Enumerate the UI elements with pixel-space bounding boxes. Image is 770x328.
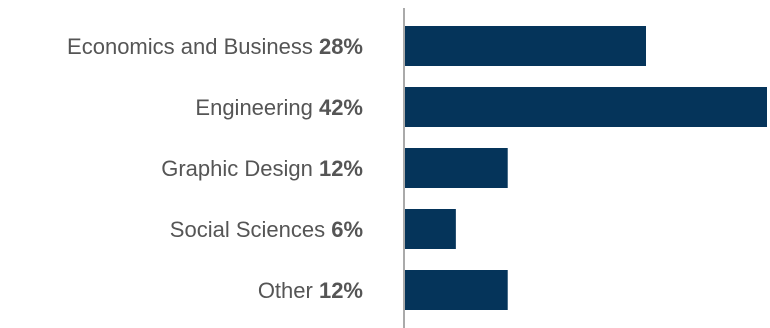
bars-group xyxy=(405,26,767,310)
category-name-2: Graphic Design xyxy=(161,156,319,181)
category-label-2: Graphic Design 12% xyxy=(161,156,363,181)
bar-3 xyxy=(405,209,456,249)
value-label-1: 42% xyxy=(319,95,363,120)
bar-4 xyxy=(405,270,508,310)
category-name-0: Economics and Business xyxy=(67,34,319,59)
category-name-3: Social Sciences xyxy=(170,217,331,242)
bar-0 xyxy=(405,26,646,66)
category-name-1: Engineering xyxy=(195,95,319,120)
value-label-0: 28% xyxy=(319,34,363,59)
bar-1 xyxy=(405,87,767,127)
category-label-0: Economics and Business 28% xyxy=(67,34,363,59)
value-label-3: 6% xyxy=(331,217,363,242)
category-label-1: Engineering 42% xyxy=(195,95,363,120)
bar-2 xyxy=(405,148,508,188)
value-label-4: 12% xyxy=(319,278,363,303)
category-labels-group: Economics and Business 28% Engineering 42… xyxy=(67,34,363,303)
category-label-3: Social Sciences 6% xyxy=(170,217,363,242)
value-label-2: 12% xyxy=(319,156,363,181)
category-name-4: Other xyxy=(258,278,319,303)
category-label-4: Other 12% xyxy=(258,278,363,303)
